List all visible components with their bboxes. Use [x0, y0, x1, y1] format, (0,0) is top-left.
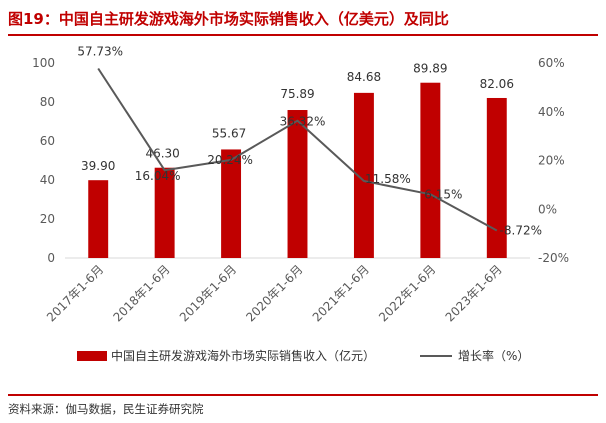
- right-axis-tick-label: 20%: [538, 154, 565, 168]
- legend: 中国自主研发游戏海外市场实际销售收入（亿元） 增长率（%）: [77, 348, 529, 363]
- x-axis-tick-label: 2018年1-6月: [110, 262, 172, 324]
- footer-divider: [8, 394, 598, 396]
- line-value-label: 6.15%: [424, 187, 462, 201]
- bar: [154, 167, 175, 258]
- line-series: [97, 67, 498, 232]
- line-value-label: -8.72%: [500, 224, 542, 238]
- bar: [353, 92, 374, 259]
- growth-rate-line: [97, 67, 498, 232]
- legend-bar-swatch: [77, 351, 107, 361]
- left-axis-tick-label: 40: [40, 173, 55, 187]
- right-axis-tick-label: 60%: [538, 56, 565, 70]
- x-axis-labels: 2017年1-6月 2018年1-6月 2019年1-6月 2020年1-6月 2021…: [44, 262, 505, 324]
- right-axis: -20% 0% 20% 40% 60%: [538, 56, 569, 265]
- bar: [420, 82, 441, 258]
- bar-value-label: 84.68: [347, 70, 381, 84]
- bar-series: [88, 82, 507, 259]
- x-axis-tick-label: 2021年1-6月: [310, 262, 372, 324]
- right-axis-tick-label: 40%: [538, 105, 565, 119]
- left-axis-tick-label: 100: [32, 56, 55, 70]
- bar: [221, 149, 242, 258]
- bar: [287, 110, 308, 259]
- x-axis-tick-label: 2023年1-6月: [443, 262, 505, 324]
- bar-value-label: 82.06: [480, 77, 514, 91]
- bar-value-labels: 39.90 46.30 55.67 75.89 84.68 89.89 82.06: [81, 62, 514, 173]
- bar-value-label: 89.89: [413, 62, 447, 76]
- line-value-label: 11.58%: [365, 172, 411, 186]
- left-axis: 0 20 40 60 80 100: [32, 56, 55, 265]
- left-axis-tick-label: 60: [40, 134, 55, 148]
- line-value-label: 16.04%: [135, 169, 181, 183]
- bar-value-label: 55.67: [212, 126, 246, 140]
- legend-bar-label: 中国自主研发游戏海外市场实际销售收入（亿元）: [111, 348, 375, 363]
- line-value-label: 57.73%: [77, 45, 123, 59]
- left-axis-tick-label: 80: [40, 95, 55, 109]
- right-axis-tick-label: -20%: [538, 251, 569, 265]
- left-axis-tick-label: 20: [40, 212, 55, 226]
- x-axis-tick-label: 2020年1-6月: [243, 262, 305, 324]
- bar: [88, 180, 109, 258]
- x-axis-tick-label: 2017年1-6月: [44, 262, 106, 324]
- left-axis-tick-label: 0: [47, 251, 55, 265]
- chart-title: 图19：中国自主研发游戏海外市场实际销售收入（亿美元）及同比: [8, 10, 449, 28]
- bar-value-label: 75.89: [280, 87, 314, 101]
- line-value-label: 20.24%: [207, 153, 253, 167]
- line-value-labels: 57.73% 16.04% 20.24% 36.32% 11.58% 6.15% -8.72…: [77, 45, 542, 238]
- line-value-label: 36.32%: [280, 115, 326, 129]
- title-divider: [8, 34, 598, 36]
- source-note: 资料来源：伽马数据，民生证券研究院: [8, 402, 204, 416]
- right-axis-tick-label: 0%: [538, 202, 557, 216]
- legend-line-label: 增长率（%）: [458, 348, 529, 363]
- bar-value-label: 46.30: [145, 147, 179, 161]
- bar: [486, 97, 507, 258]
- bar-value-label: 39.90: [81, 159, 115, 173]
- x-axis-tick-label: 2019年1-6月: [177, 262, 239, 324]
- x-axis-tick-label: 2022年1-6月: [376, 262, 438, 324]
